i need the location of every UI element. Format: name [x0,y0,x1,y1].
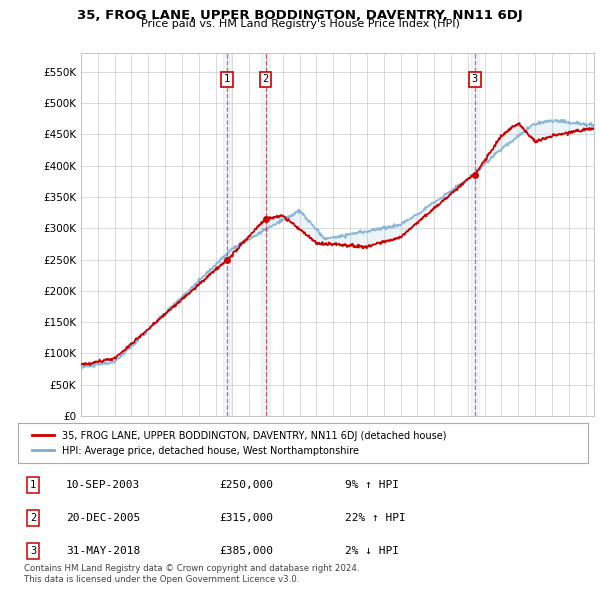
Text: 2: 2 [262,74,269,84]
Text: 9% ↑ HPI: 9% ↑ HPI [345,480,399,490]
Text: 20-DEC-2005: 20-DEC-2005 [66,513,140,523]
Text: 22% ↑ HPI: 22% ↑ HPI [345,513,406,523]
Bar [262,53,270,416]
Text: Contains HM Land Registry data © Crown copyright and database right 2024.: Contains HM Land Registry data © Crown c… [24,565,359,573]
Text: 3: 3 [30,546,36,556]
Bar [223,53,232,416]
Text: 31-MAY-2018: 31-MAY-2018 [66,546,140,556]
Text: 2: 2 [30,513,36,523]
Text: 35, FROG LANE, UPPER BODDINGTON, DAVENTRY, NN11 6DJ: 35, FROG LANE, UPPER BODDINGTON, DAVENTR… [77,9,523,22]
Text: This data is licensed under the Open Government Licence v3.0.: This data is licensed under the Open Gov… [24,575,299,584]
Text: 1: 1 [30,480,36,490]
Bar [471,53,479,416]
Text: Price paid vs. HM Land Registry's House Price Index (HPI): Price paid vs. HM Land Registry's House … [140,19,460,29]
Text: £315,000: £315,000 [219,513,273,523]
Legend: 35, FROG LANE, UPPER BODDINGTON, DAVENTRY, NN11 6DJ (detached house), HPI: Avera: 35, FROG LANE, UPPER BODDINGTON, DAVENTR… [29,427,450,460]
Text: £385,000: £385,000 [219,546,273,556]
Text: 3: 3 [472,74,478,84]
Text: 2% ↓ HPI: 2% ↓ HPI [345,546,399,556]
Text: £250,000: £250,000 [219,480,273,490]
Text: 10-SEP-2003: 10-SEP-2003 [66,480,140,490]
Text: 1: 1 [224,74,230,84]
